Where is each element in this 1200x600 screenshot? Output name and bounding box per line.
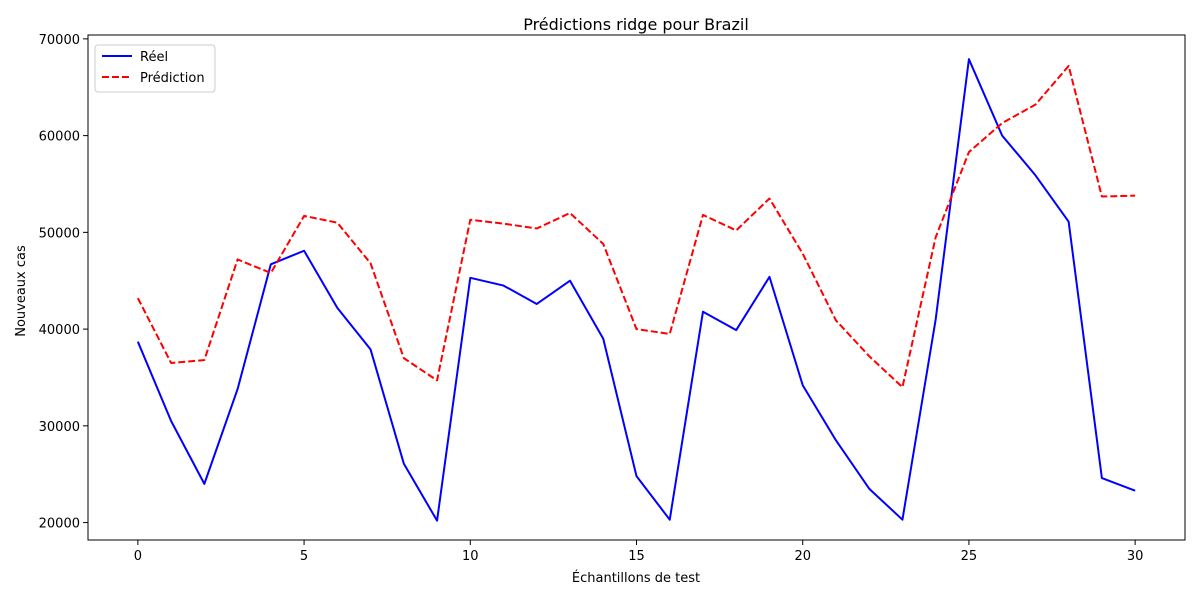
- y-tick-label: 30000: [39, 420, 80, 435]
- y-tick-label: 70000: [39, 33, 80, 48]
- series-line-real: [136, 58, 1136, 522]
- x-tick-label: 0: [134, 549, 142, 564]
- chart-title: Prédictions ridge pour Brazil: [523, 15, 749, 34]
- y-tick-label: 40000: [39, 323, 80, 338]
- y-tick-label: 60000: [39, 130, 80, 145]
- x-axis-title: Échantillons de test: [572, 570, 700, 586]
- x-tick-label: 25: [961, 549, 978, 564]
- y-tick-label: 20000: [39, 517, 80, 532]
- series-line-prediction: [136, 64, 1136, 389]
- x-tick-label: 30: [1127, 549, 1144, 564]
- x-tick-label: 20: [794, 549, 811, 564]
- y-axis-title: Nouveaux cas: [14, 245, 29, 337]
- x-tick-label: 5: [300, 549, 308, 564]
- x-tick-label: 10: [462, 549, 479, 564]
- y-tick-label: 50000: [39, 226, 80, 241]
- legend-label-real: Réel: [140, 50, 168, 65]
- legend: Réel Prédiction: [94, 44, 216, 93]
- x-tick-label: 15: [628, 549, 645, 564]
- series-layer: [136, 58, 1136, 522]
- legend-label-prediction: Prédiction: [140, 71, 205, 86]
- axes-layer: 0 5 10 15 20 25 30 20000 30000 40000 50000 60000 700…: [39, 33, 1186, 564]
